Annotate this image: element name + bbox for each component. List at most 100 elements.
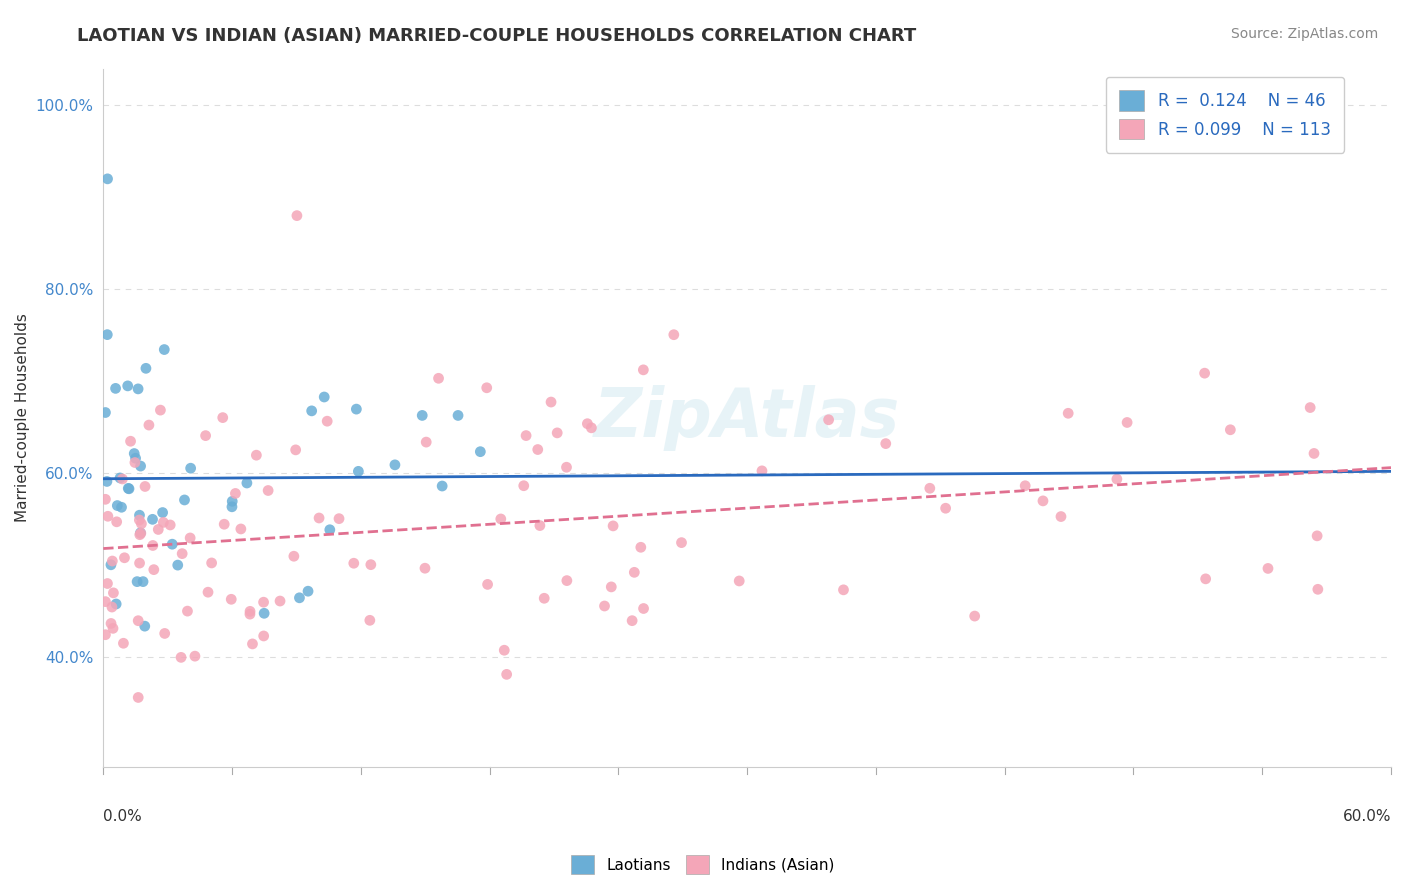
Point [128,556,150,570]
Point [229,522,252,536]
Point [918,481,941,495]
Point [108,471,131,485]
Point [97,509,120,524]
Point [630,541,652,555]
Point [963,609,986,624]
Point [475,381,498,395]
Point [283,549,305,564]
Point [118,482,141,496]
Point [1105,472,1128,486]
Point [236,475,259,490]
Point [285,209,308,223]
Point [602,519,624,533]
Point [211,410,233,425]
Point [308,511,330,525]
Point [319,523,342,537]
Point [141,512,163,526]
Point [135,361,157,376]
Point [142,563,165,577]
Point [411,409,433,423]
Text: 0.0%: 0.0% [103,809,142,824]
Point [239,604,262,618]
Point [105,597,128,611]
Point [94,628,117,642]
Text: ZipAtlas: ZipAtlas [593,384,900,450]
Point [117,379,139,393]
Point [120,434,142,449]
Point [131,516,153,531]
Point [129,526,152,541]
Point [751,464,773,478]
Point [239,607,262,621]
Point [128,513,150,527]
Point [132,574,155,589]
Point [546,425,568,440]
Point [662,327,685,342]
Point [212,517,235,532]
Point [129,458,152,473]
Point [105,499,128,513]
Point [170,650,193,665]
Point [494,643,516,657]
Point [242,637,264,651]
Point [114,550,136,565]
Point [623,566,645,580]
Point [179,531,201,545]
Text: 60.0%: 60.0% [1343,809,1391,824]
Point [134,619,156,633]
Point [489,512,512,526]
Text: LAOTIAN VS INDIAN (ASIAN) MARRIED-COUPLE HOUSEHOLDS CORRELATION CHART: LAOTIAN VS INDIAN (ASIAN) MARRIED-COUPLE… [77,27,917,45]
Point [128,508,150,523]
Point [111,472,134,486]
Point [1032,494,1054,508]
Point [555,574,578,588]
Point [495,667,517,681]
Point [194,428,217,442]
Point [1303,446,1326,460]
Point [1050,509,1073,524]
Point [301,404,323,418]
Point [344,402,367,417]
Point [252,595,274,609]
Point [413,561,436,575]
Point [201,556,224,570]
Point [101,621,124,635]
Point [221,500,243,514]
Point [297,584,319,599]
Point [197,585,219,599]
Point [817,413,839,427]
Point [134,479,156,493]
Legend: Laotians, Indians (Asian): Laotians, Indians (Asian) [565,849,841,880]
Point [96,475,118,489]
Point [513,479,536,493]
Point [166,558,188,573]
Point [129,525,152,540]
Point [152,506,174,520]
Point [359,613,381,627]
Point [104,381,127,395]
Point [148,523,170,537]
Point [149,403,172,417]
Point [269,594,291,608]
Point [1306,529,1329,543]
Point [105,515,128,529]
Point [224,486,246,500]
Point [128,527,150,541]
Point [159,518,181,533]
Point [935,501,957,516]
Point [117,481,139,495]
Point [152,516,174,530]
Point [1195,572,1218,586]
Legend: R =  0.124    N = 46, R = 0.099    N = 113: R = 0.124 N = 46, R = 0.099 N = 113 [1107,77,1344,153]
Point [94,492,117,507]
Point [288,591,311,605]
Point [1306,582,1329,597]
Point [1257,561,1279,575]
Point [96,172,118,186]
Point [284,442,307,457]
Point [360,558,382,572]
Point [162,537,184,551]
Point [122,446,145,460]
Point [176,604,198,618]
Point [427,371,450,385]
